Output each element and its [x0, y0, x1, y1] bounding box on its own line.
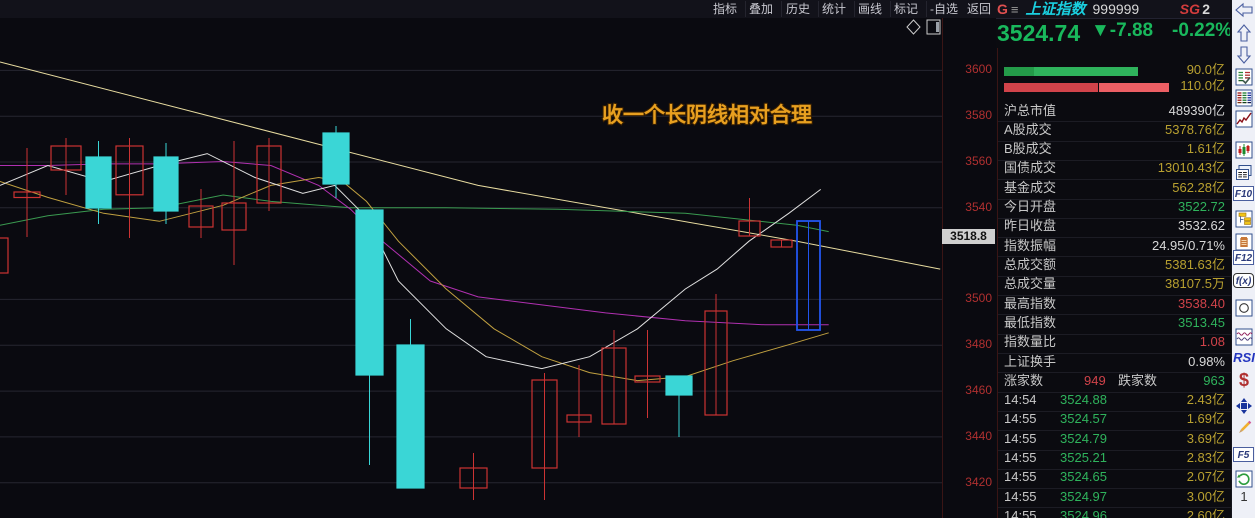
- svg-text:收一个长阴线相对合理: 收一个长阴线相对合理: [602, 103, 812, 127]
